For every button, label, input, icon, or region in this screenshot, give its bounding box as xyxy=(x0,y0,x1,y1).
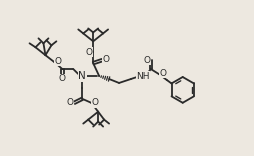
Text: O: O xyxy=(85,48,92,57)
Text: O: O xyxy=(67,98,73,107)
Text: O: O xyxy=(59,75,66,83)
Text: O: O xyxy=(55,57,62,66)
Text: O: O xyxy=(91,98,98,107)
Text: N: N xyxy=(78,71,86,81)
Text: O: O xyxy=(143,56,150,65)
Text: O: O xyxy=(102,55,109,64)
Text: NH: NH xyxy=(136,71,149,80)
Text: O: O xyxy=(159,68,166,78)
